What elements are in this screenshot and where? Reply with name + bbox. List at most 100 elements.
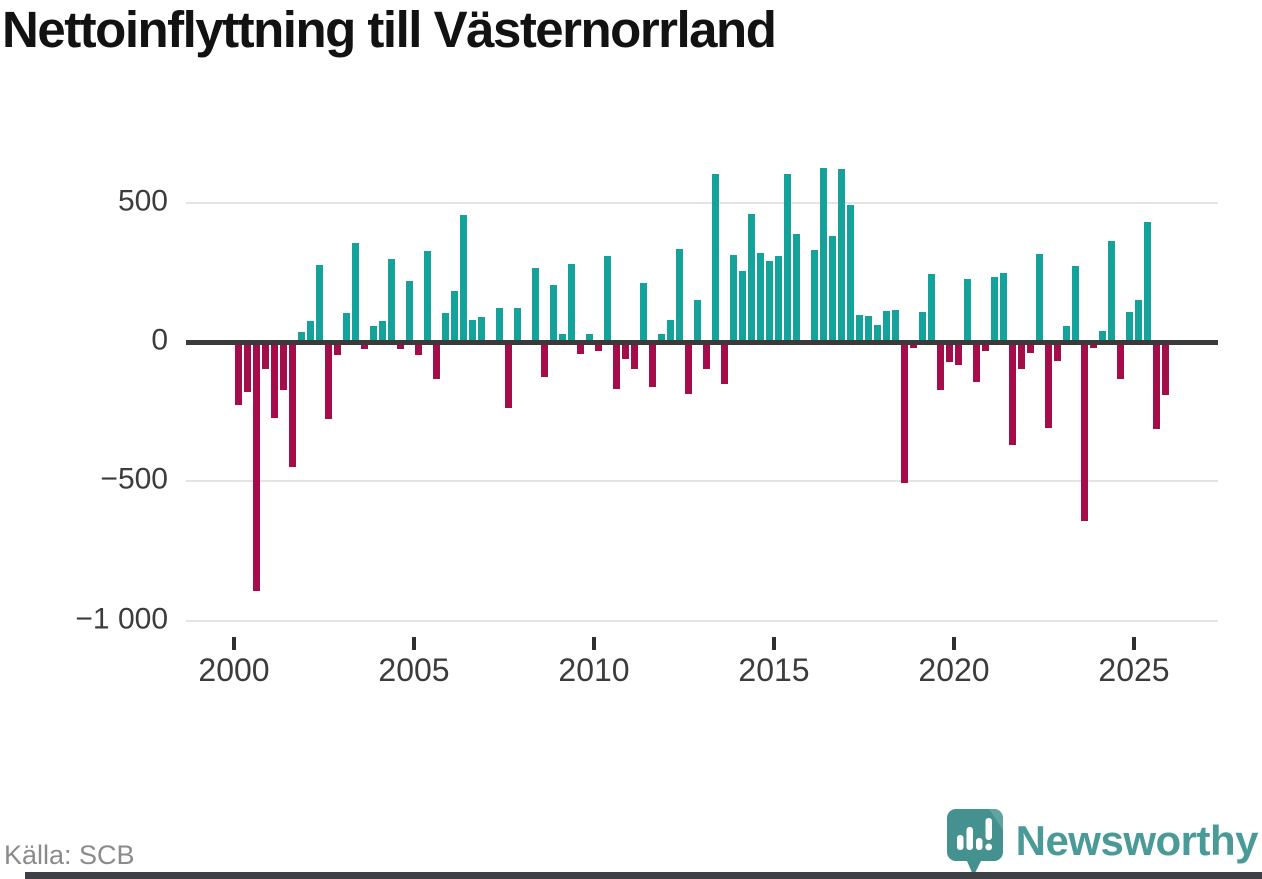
x-tick-label-2005: 2005 (378, 652, 450, 688)
bar-2000Q2 (244, 344, 251, 393)
bar-2015Q2 (784, 173, 791, 342)
bar-2017Q4 (874, 325, 881, 342)
bar-2001Q1 (271, 344, 278, 419)
bar-2024Q4 (1126, 312, 1133, 342)
bar-2001Q2 (280, 344, 287, 390)
chart-title: Nettoinflyttning till Västernorrland (2, 1, 777, 58)
bar-2007Q4 (514, 307, 521, 342)
bar-2006Q4 (478, 317, 485, 342)
bar-2002Q1 (307, 320, 314, 342)
bar-2014Q4 (766, 260, 773, 342)
bar-2004Q4 (406, 280, 413, 342)
source-caption: Källa: SCB (4, 840, 135, 870)
bar-2009Q2 (568, 263, 575, 342)
bar-2000Q3 (253, 344, 260, 591)
bar-2010Q3 (613, 344, 620, 389)
bar-2015Q3 (793, 234, 800, 342)
x-tick-2020 (952, 637, 956, 650)
bar-2022Q4 (1054, 344, 1061, 361)
bar-2018Q3 (901, 344, 908, 484)
logo-bar-3 (975, 838, 983, 850)
bar-2017Q3 (865, 315, 872, 342)
bar-2011Q1 (631, 344, 638, 370)
bar-2003Q1 (343, 313, 350, 342)
x-tick-2025 (1132, 637, 1136, 650)
bar-2024Q1 (1099, 331, 1106, 342)
bar-2023Q3 (1081, 344, 1088, 521)
logo-bar-2 (966, 827, 973, 850)
bar-2019Q1 (919, 311, 926, 342)
bar-2016Q1 (811, 250, 818, 342)
logo-bar-1 (956, 835, 964, 850)
bar-2025Q3 (1153, 344, 1160, 429)
y-tick-label: 500 (117, 184, 168, 218)
bottom-strip (25, 872, 1262, 879)
logo-exclamation-line (985, 818, 992, 840)
bar-2022Q3 (1045, 344, 1052, 428)
x-tick-label-2010: 2010 (558, 652, 630, 688)
bar-2021Q3 (1009, 344, 1016, 445)
bar-2004Q2 (388, 258, 395, 342)
newsworthy-icon (946, 809, 1003, 876)
bar-2005Q2 (424, 251, 431, 342)
bar-2004Q3 (397, 344, 404, 350)
bar-2023Q2 (1072, 266, 1079, 342)
x-tick-label-2020: 2020 (918, 652, 990, 688)
bar-2016Q4 (838, 169, 845, 342)
bar-2016Q3 (829, 236, 836, 342)
bar-2020Q4 (982, 344, 989, 352)
bar-2010Q4 (622, 344, 629, 360)
gridline-500 (186, 201, 1218, 204)
x-tick-label-2025: 2025 (1098, 652, 1170, 688)
bar-2017Q2 (856, 314, 863, 342)
bar-2012Q2 (676, 249, 683, 342)
gridline--500 (186, 480, 1218, 483)
y-tick-label: 0 (151, 323, 168, 357)
logo-exclamation-dot (984, 843, 992, 851)
y-tick-label: −500 (100, 462, 168, 496)
bar-2005Q3 (433, 344, 440, 379)
bar-2023Q4 (1090, 344, 1097, 349)
bar-2022Q1 (1027, 344, 1034, 353)
bar-2006Q1 (451, 291, 458, 342)
x-tick-label-2015: 2015 (738, 652, 810, 688)
bar-2008Q3 (541, 344, 548, 377)
bar-2015Q1 (775, 255, 782, 342)
bar-2003Q2 (352, 243, 359, 342)
bar-2001Q4 (298, 331, 305, 342)
bar-2019Q3 (937, 344, 944, 390)
bar-2010Q1 (595, 344, 602, 351)
plot-area (186, 155, 1218, 625)
bar-2013Q4 (730, 254, 737, 342)
x-tick-label-2000: 2000 (198, 652, 270, 688)
bar-2006Q3 (469, 319, 476, 342)
bar-2023Q1 (1063, 326, 1070, 342)
bar-2003Q3 (361, 344, 368, 350)
bar-2011Q3 (649, 344, 656, 388)
bar-2013Q1 (703, 344, 710, 370)
bar-2018Q4 (910, 344, 917, 348)
bar-2012Q4 (694, 299, 701, 342)
bar-2017Q1 (847, 205, 854, 342)
bar-2003Q4 (370, 326, 377, 342)
bar-2024Q2 (1108, 241, 1115, 342)
bar-2020Q3 (973, 344, 980, 383)
bar-2021Q1 (991, 276, 998, 342)
bar-2013Q2 (712, 174, 719, 342)
zero-axis-line (186, 340, 1218, 345)
bar-2008Q4 (550, 285, 557, 342)
bar-2004Q1 (379, 321, 386, 342)
x-tick-2000 (232, 637, 236, 650)
gridline--1000 (186, 619, 1218, 622)
bar-2005Q4 (442, 312, 449, 342)
x-tick-2015 (772, 637, 776, 650)
bar-2016Q2 (820, 167, 827, 342)
bar-2018Q1 (883, 311, 890, 342)
bar-2000Q4 (262, 344, 269, 370)
bar-2019Q4 (946, 344, 953, 363)
brand-name: Newsworthy (1015, 817, 1259, 864)
bar-2000Q1 (235, 344, 242, 406)
bar-2020Q2 (964, 279, 971, 342)
bar-2007Q2 (496, 308, 503, 342)
